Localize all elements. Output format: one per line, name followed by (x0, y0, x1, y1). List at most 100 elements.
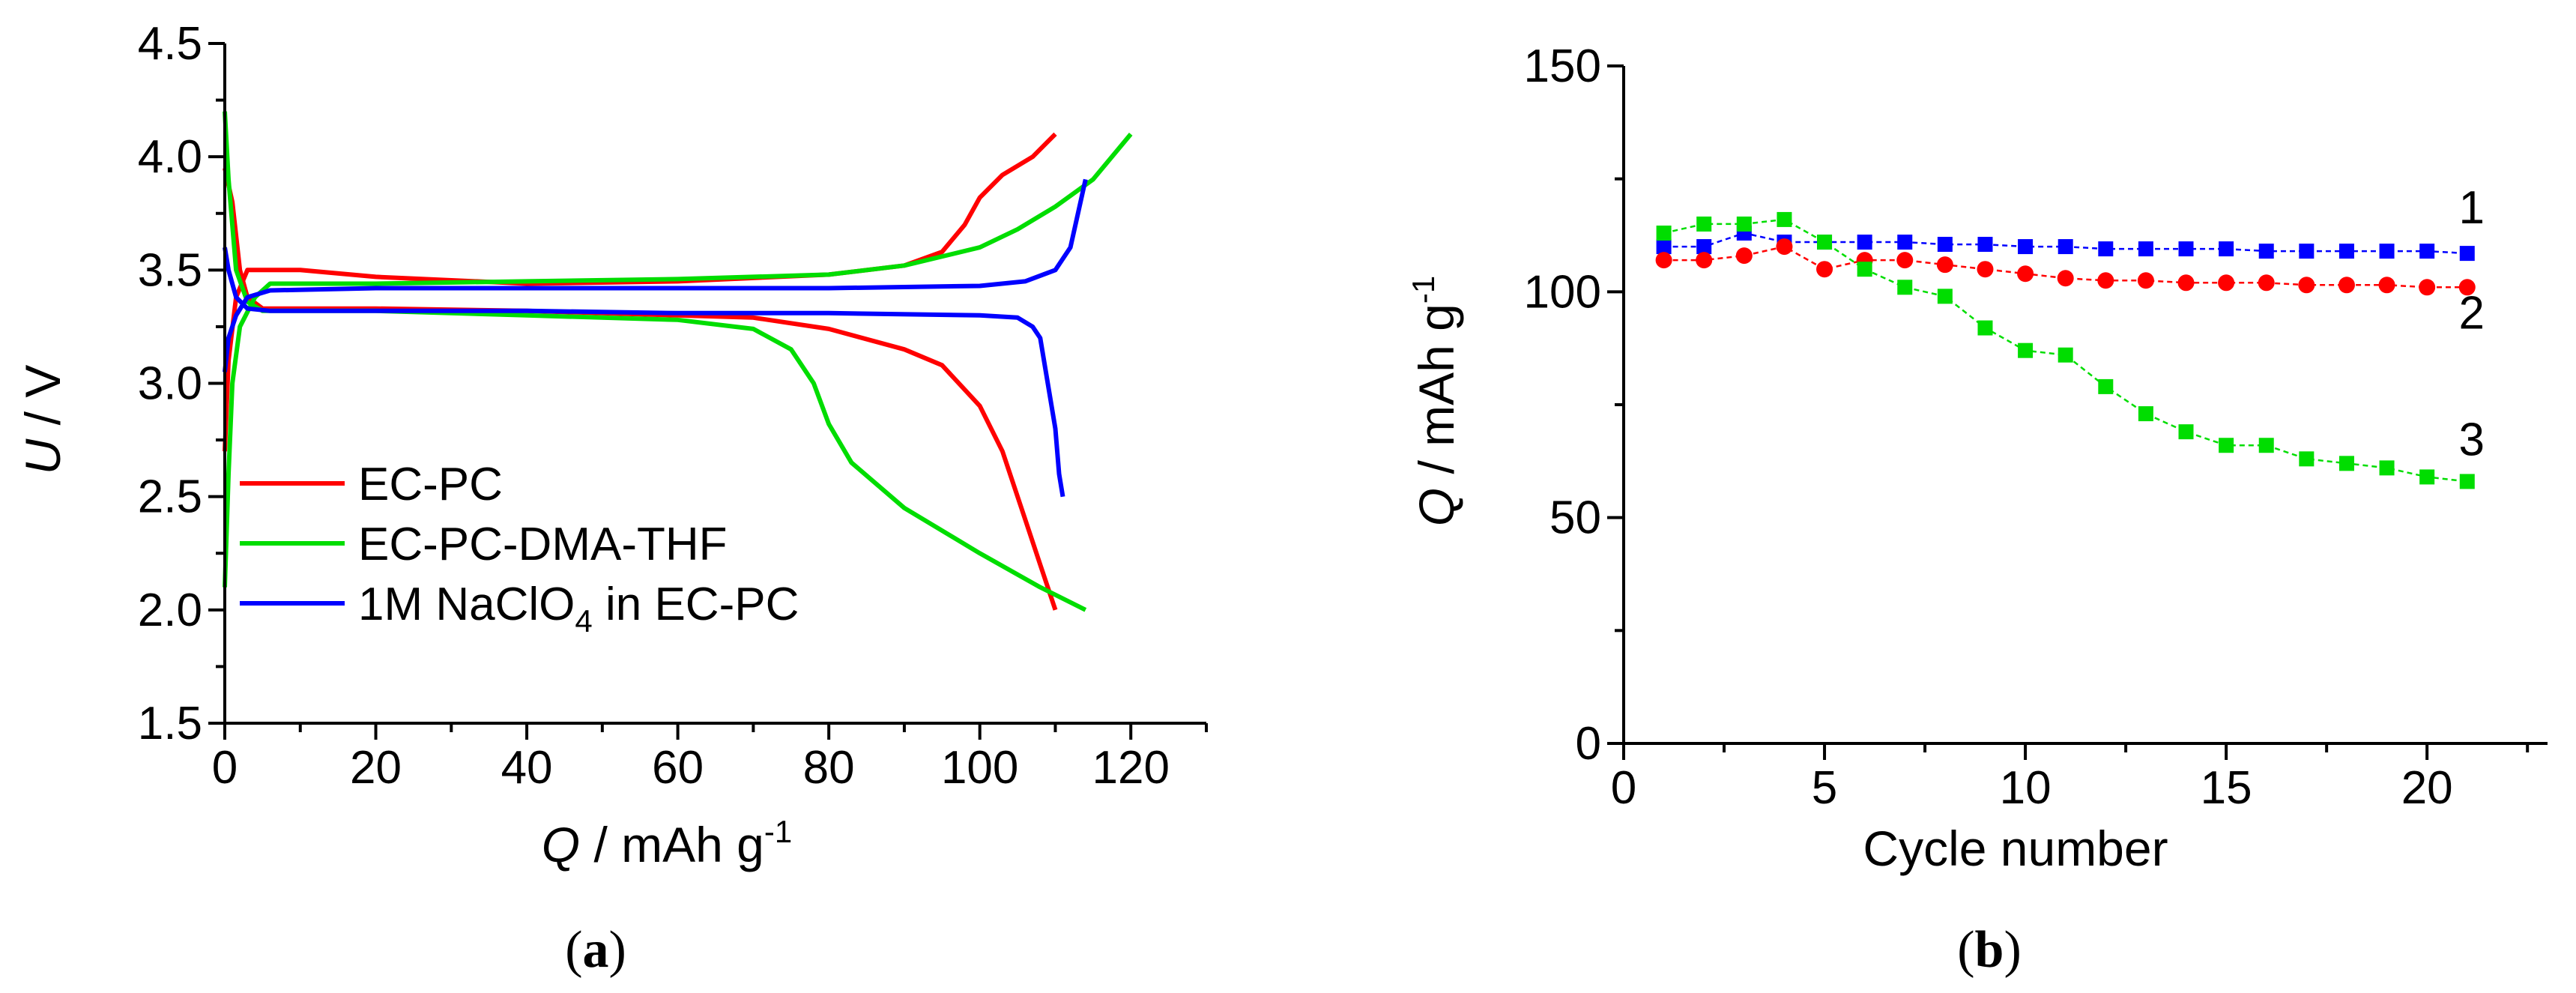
x-tick-label: 15 (2201, 762, 2252, 814)
series-3-charge-curve (223, 178, 1088, 372)
series-1-point (1857, 235, 1872, 250)
series-2-point (1776, 238, 1793, 256)
series-1-point (2299, 244, 2315, 259)
series-3-number-label: 3 (2459, 414, 2485, 465)
series-2-point (1896, 252, 1914, 269)
panel-b-cycling-chart: 1 2 3 0 5 10 15 20 0 50 100 150 Cycle number Q / m… (1406, 40, 2548, 979)
x-tick-label: 120 (1092, 742, 1170, 794)
panel-b-label: (b) (1957, 921, 2022, 979)
series-3-line (1663, 218, 2467, 483)
series-2-point (2338, 277, 2355, 294)
series-2-point (1735, 247, 1753, 265)
y-tick-label: 2.0 (138, 585, 202, 636)
series-2-charge-curve (223, 132, 1133, 588)
series-3-point (2018, 342, 2034, 358)
series-2-point (2378, 277, 2395, 294)
x-tick-label: 20 (350, 742, 402, 794)
legend-label-subscript: 4 (575, 603, 592, 639)
panel-b-y-axis-title: Q / mAh g-1 (1406, 276, 1464, 526)
series-2-point (1977, 261, 1994, 278)
y-tick-label: 4.5 (138, 18, 202, 70)
series-3-point (2379, 460, 2395, 476)
panel-a-x-axis-title: Q / mAh g-1 (542, 814, 792, 872)
series-1-point (2178, 241, 2194, 257)
x-tick-label: 20 (2401, 762, 2453, 814)
series-2-point (1655, 252, 1672, 269)
x-tick-label: 60 (652, 742, 704, 794)
series-2-point (1696, 252, 1713, 269)
series-2-point (1936, 256, 1953, 274)
legend-label-2: EC-PC-DMA-THF (358, 519, 728, 570)
series-1-point (2419, 244, 2435, 259)
x-tick-label: 0 (1611, 762, 1636, 814)
series-2-point (2177, 274, 2195, 292)
series-2-number-label: 2 (2459, 287, 2485, 339)
series-2-point (2137, 272, 2154, 289)
series-3-point (1817, 235, 1833, 250)
series-3-point (2419, 469, 2435, 485)
series-1-point (2058, 239, 2073, 255)
series-3-point (2219, 438, 2234, 453)
y-tick-label: 50 (1549, 492, 1601, 544)
legend-label-suffix: in EC-PC (593, 579, 799, 630)
panel-a-charge-discharge-chart: 0 20 40 60 80 100 120 1.5 2.0 2.5 3.0 3.5 4.0 4.5 EC-… (15, 18, 1208, 979)
series-3-point (1777, 211, 1792, 227)
series-3-point (2338, 456, 2354, 471)
series-3-point (2299, 451, 2315, 467)
series-1-point (2138, 241, 2153, 257)
series-1-point (2018, 239, 2034, 255)
x-tick-label: 100 (941, 742, 1018, 794)
y-tick-label: 100 (1524, 266, 1601, 318)
y-tick-label: 0 (1576, 718, 1601, 770)
series-2-point (2458, 279, 2476, 296)
series-3-point (1937, 289, 1953, 304)
y-tick-label: 150 (1524, 40, 1601, 92)
series-2-point (2057, 270, 2074, 287)
y-tick-label: 3.0 (138, 358, 202, 410)
x-tick-label: 40 (501, 742, 553, 794)
legend-label-main: EC-PC-DMA-THF (358, 519, 728, 570)
series-2-point (2258, 274, 2275, 292)
series-3-point (1897, 280, 1913, 295)
series-2-point (2298, 277, 2315, 294)
series-3-point (1857, 262, 1872, 277)
panel-b-axes: 0 5 10 15 20 0 50 100 150 (1524, 40, 2548, 814)
series-2-point (1816, 261, 1833, 278)
series-2-discharge-curve (223, 111, 1087, 612)
panel-b-x-axis-title: Cycle number (1863, 821, 2168, 876)
x-tick-label: 0 (212, 742, 238, 794)
legend-label-main: 1M NaClO (358, 579, 575, 630)
series-1-charge-curve (223, 132, 1057, 452)
panel-a-label: (a) (565, 921, 626, 979)
series-3-point (1736, 216, 1752, 232)
series-3-point (2459, 474, 2475, 489)
y-tick-label: 1.5 (138, 698, 202, 749)
panel-b-series: 1 2 3 (1655, 182, 2485, 489)
series-3-point (1696, 216, 1712, 232)
series-1-point (2459, 246, 2475, 262)
series-1-point (1897, 235, 1913, 250)
series-2-point (2218, 274, 2235, 292)
series-1-number-label: 1 (2459, 182, 2485, 234)
legend-label-1: EC-PC (358, 459, 503, 510)
panel-a-y-axis-title: U / V (15, 365, 70, 475)
series-1-point (1977, 237, 1993, 253)
series-3-point (1977, 320, 1993, 336)
series-1-point (2338, 244, 2354, 259)
series-3-point (2258, 438, 2274, 453)
series-1-point (1937, 237, 1953, 253)
series-3-point (2058, 347, 2073, 363)
panel-a-legend: EC-PC EC-PC-DMA-THF 1M NaClO4 in EC-PC (240, 459, 799, 639)
series-3-point (1656, 225, 1672, 241)
series-2-point (2419, 279, 2436, 296)
series-1-point (2098, 241, 2114, 257)
series-2-point (2097, 272, 2114, 289)
series-1-point (2219, 241, 2234, 257)
y-tick-label: 3.5 (138, 244, 202, 296)
x-tick-label: 5 (1812, 762, 1837, 814)
y-tick-label: 2.5 (138, 471, 202, 523)
series-3-point (2178, 424, 2194, 440)
series-1-point (1656, 239, 1672, 255)
panel-a-curves (223, 111, 1133, 612)
